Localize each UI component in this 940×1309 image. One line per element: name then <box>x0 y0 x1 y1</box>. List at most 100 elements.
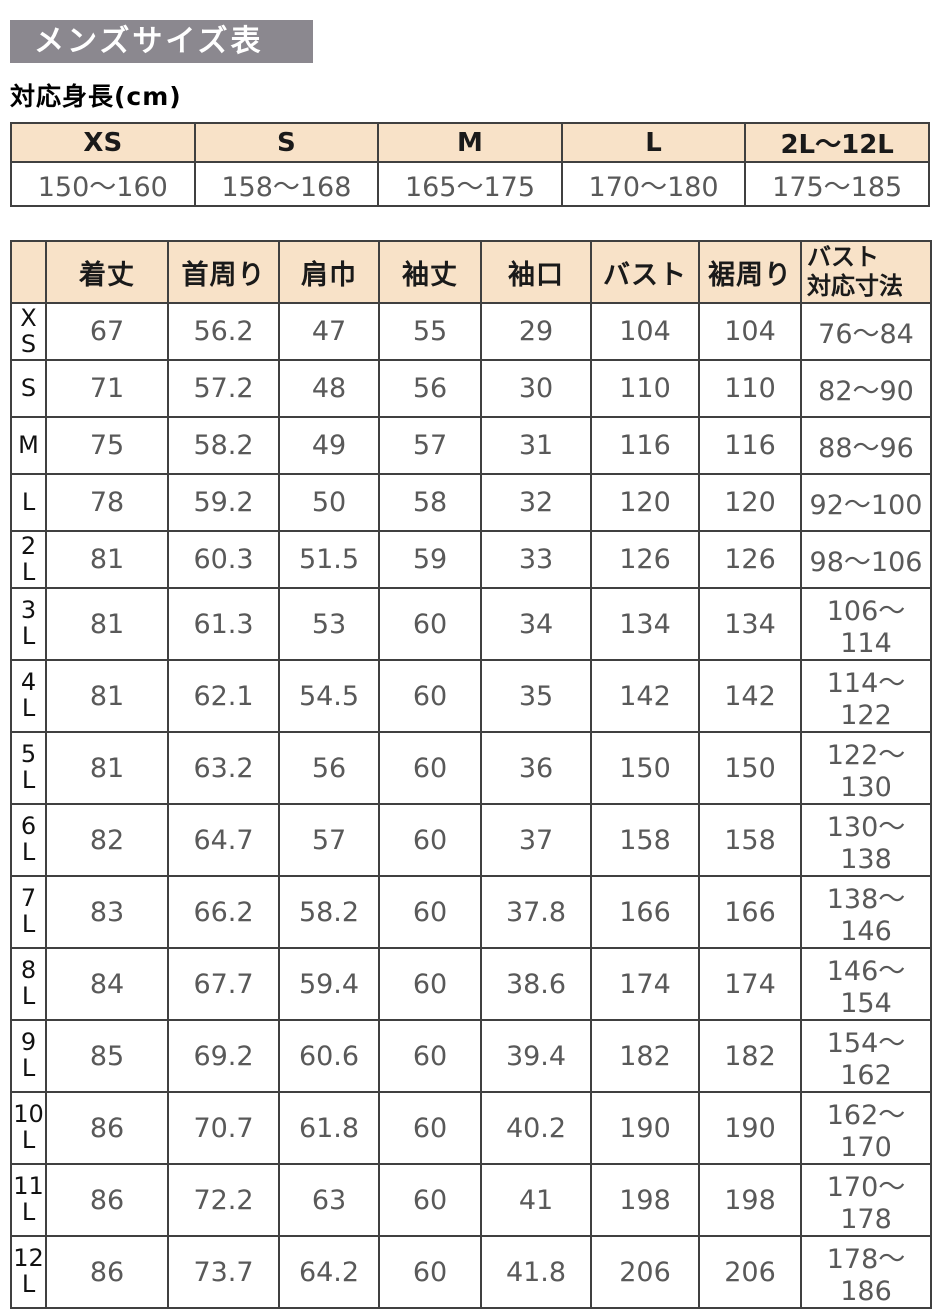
size-table-header-cell: 袖口 <box>480 240 592 304</box>
size-table-body: X S 67 56.2 47 55 29 104 104 76〜84 S 71 57.2 48 56 30 11… <box>10 302 932 1309</box>
size-table-header-row: 着丈 首周り 肩巾 袖丈 袖口 バスト 裾周り バスト 対応寸法 <box>10 240 932 304</box>
size-value-cell: 31 <box>480 416 592 475</box>
size-value-cell: 198 <box>698 1163 802 1237</box>
size-value-cell: 134 <box>698 587 802 661</box>
size-value-cell: 56 <box>278 731 380 805</box>
size-value-cell: 60 <box>378 1163 482 1237</box>
size-value-cell: 81 <box>45 587 169 661</box>
size-value-cell: 150 <box>698 731 802 805</box>
size-table-row: 3 L 81 61.3 53 60 34 134 134 106〜114 <box>10 587 932 661</box>
size-value-cell: 59.2 <box>167 473 280 532</box>
size-value-cell: 190 <box>698 1091 802 1165</box>
size-value-cell: 110 <box>590 359 700 418</box>
size-table-header-cell: 裾周り <box>698 240 802 304</box>
size-value-cell: 84 <box>45 947 169 1021</box>
size-value-cell: 116 <box>698 416 802 475</box>
size-value-cell: 162〜170 <box>800 1091 932 1165</box>
size-value-cell: 60.3 <box>167 530 280 589</box>
size-value-cell: 146〜154 <box>800 947 932 1021</box>
size-value-cell: 61.8 <box>278 1091 380 1165</box>
size-table-row: 10 L 86 70.7 61.8 60 40.2 190 190 162〜170 <box>10 1091 932 1165</box>
size-value-cell: 134 <box>590 587 700 661</box>
size-value-cell: 56.2 <box>167 302 280 361</box>
size-value-cell: 150 <box>590 731 700 805</box>
size-value-cell: 59 <box>378 530 482 589</box>
size-table-header-cell: 着丈 <box>45 240 169 304</box>
size-value-cell: 142 <box>698 659 802 733</box>
height-table: XS S M L 2L〜12L 150〜160 158〜168 165〜175 170〜180… <box>10 122 930 207</box>
size-value-cell: 120 <box>590 473 700 532</box>
height-table-header-cell: XS <box>10 122 196 163</box>
size-value-cell: 81 <box>45 731 169 805</box>
size-value-cell: 66.2 <box>167 875 280 949</box>
size-value-cell: 49 <box>278 416 380 475</box>
size-value-cell: 82 <box>45 803 169 877</box>
size-value-cell: 60 <box>378 587 482 661</box>
size-table-row: M 75 58.2 49 57 31 116 116 88〜96 <box>10 416 932 475</box>
size-value-cell: 36 <box>480 731 592 805</box>
size-value-cell: 198 <box>590 1163 700 1237</box>
size-value-cell: 174 <box>698 947 802 1021</box>
size-value-cell: 86 <box>45 1235 169 1309</box>
size-value-cell: 92〜100 <box>800 473 932 532</box>
height-table-header-row: XS S M L 2L〜12L <box>10 122 930 163</box>
height-range-label: 対応身長(cm) <box>10 82 182 111</box>
size-table-header-cell: 肩巾 <box>278 240 380 304</box>
height-table-header-cell: S <box>193 122 380 163</box>
size-value-cell: 116 <box>590 416 700 475</box>
size-value-cell: 86 <box>45 1091 169 1165</box>
size-value-cell: 34 <box>480 587 592 661</box>
page-title: メンズサイズ表 <box>10 20 313 63</box>
size-row-label: L <box>10 473 47 532</box>
size-table-row: 4 L 81 62.1 54.5 60 35 142 142 114〜122 <box>10 659 932 733</box>
size-value-cell: 67.7 <box>167 947 280 1021</box>
size-value-cell: 75 <box>45 416 169 475</box>
size-value-cell: 72.2 <box>167 1163 280 1237</box>
size-value-cell: 55 <box>378 302 482 361</box>
height-table-header-cell: M <box>377 122 563 163</box>
size-value-cell: 60.6 <box>278 1019 380 1093</box>
size-value-cell: 67 <box>45 302 169 361</box>
size-value-cell: 40.2 <box>480 1091 592 1165</box>
size-table-header-cell: 首周り <box>167 240 280 304</box>
size-value-cell: 35 <box>480 659 592 733</box>
size-value-cell: 37 <box>480 803 592 877</box>
size-value-cell: 63.2 <box>167 731 280 805</box>
size-value-cell: 166 <box>590 875 700 949</box>
size-value-cell: 60 <box>378 659 482 733</box>
size-value-cell: 57.2 <box>167 359 280 418</box>
size-value-cell: 178〜186 <box>800 1235 932 1309</box>
size-value-cell: 32 <box>480 473 592 532</box>
size-value-cell: 85 <box>45 1019 169 1093</box>
size-row-label: M <box>10 416 47 475</box>
height-table-value-cell: 170〜180 <box>560 161 747 207</box>
size-value-cell: 62.1 <box>167 659 280 733</box>
size-value-cell: 60 <box>378 1091 482 1165</box>
size-table-header-cell: バスト <box>590 240 700 304</box>
size-table-row: 7 L 83 66.2 58.2 60 37.8 166 166 138〜146 <box>10 875 932 949</box>
size-value-cell: 57 <box>278 803 380 877</box>
size-value-cell: 158 <box>698 803 802 877</box>
height-table-header-cell: 2L〜12L <box>744 122 930 163</box>
size-value-cell: 33 <box>480 530 592 589</box>
size-row-label: 10 L <box>10 1091 47 1165</box>
size-value-cell: 138〜146 <box>800 875 932 949</box>
size-value-cell: 86 <box>45 1163 169 1237</box>
size-value-cell: 69.2 <box>167 1019 280 1093</box>
size-value-cell: 88〜96 <box>800 416 932 475</box>
size-value-cell: 98〜106 <box>800 530 932 589</box>
size-value-cell: 78 <box>45 473 169 532</box>
size-value-cell: 174 <box>590 947 700 1021</box>
size-value-cell: 81 <box>45 530 169 589</box>
size-table: 着丈 首周り 肩巾 袖丈 袖口 バスト 裾周り バスト 対応寸法 X S 67 56.2 47 55 29… <box>10 240 932 1309</box>
size-value-cell: 64.2 <box>278 1235 380 1309</box>
size-value-cell: 106〜114 <box>800 587 932 661</box>
size-table-row: S 71 57.2 48 56 30 110 110 82〜90 <box>10 359 932 418</box>
